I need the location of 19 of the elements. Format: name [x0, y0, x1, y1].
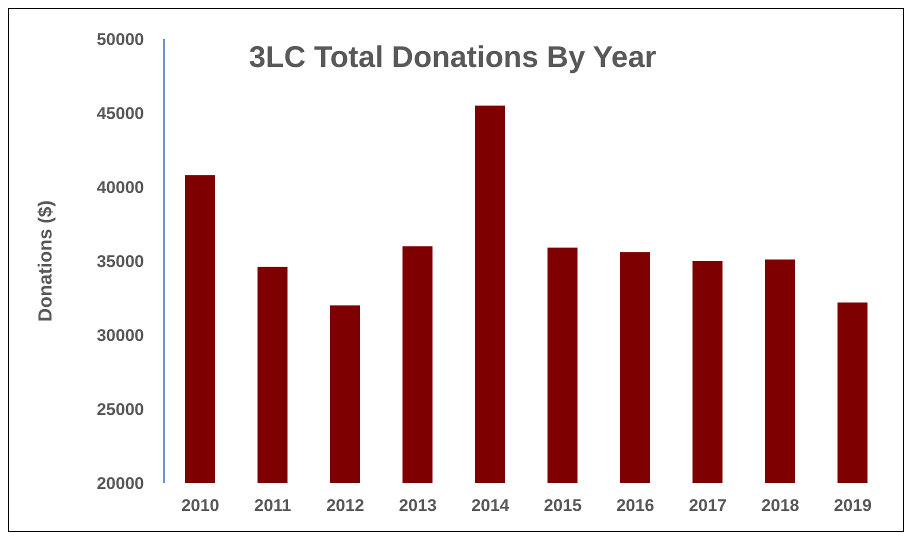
x-tick-label: 2019 — [834, 496, 872, 516]
x-tick-label: 2017 — [688, 496, 727, 516]
y-tick-label: 35000 — [96, 252, 144, 272]
x-tick-label: 2016 — [616, 496, 654, 516]
x-tick-label: 2018 — [761, 496, 800, 516]
y-tick-label: 25000 — [96, 400, 144, 420]
x-tick-label: 2012 — [326, 496, 364, 516]
x-tick-label: 2015 — [544, 496, 582, 516]
y-tick-label: 20000 — [96, 474, 144, 494]
x-tick-label: 2010 — [181, 496, 220, 516]
chart-title: 3LC Total Donations By Year — [249, 41, 656, 75]
y-tick-label: 45000 — [96, 104, 144, 124]
y-tick-label: 50000 — [96, 30, 144, 50]
y-axis-title: Donations ($) — [36, 200, 57, 322]
y-tick-label: 40000 — [96, 178, 144, 198]
x-tick-label: 2011 — [254, 496, 292, 516]
x-tick-label: 2013 — [398, 496, 437, 516]
x-tick-label: 2014 — [471, 496, 510, 516]
y-tick-label: 30000 — [96, 326, 144, 346]
